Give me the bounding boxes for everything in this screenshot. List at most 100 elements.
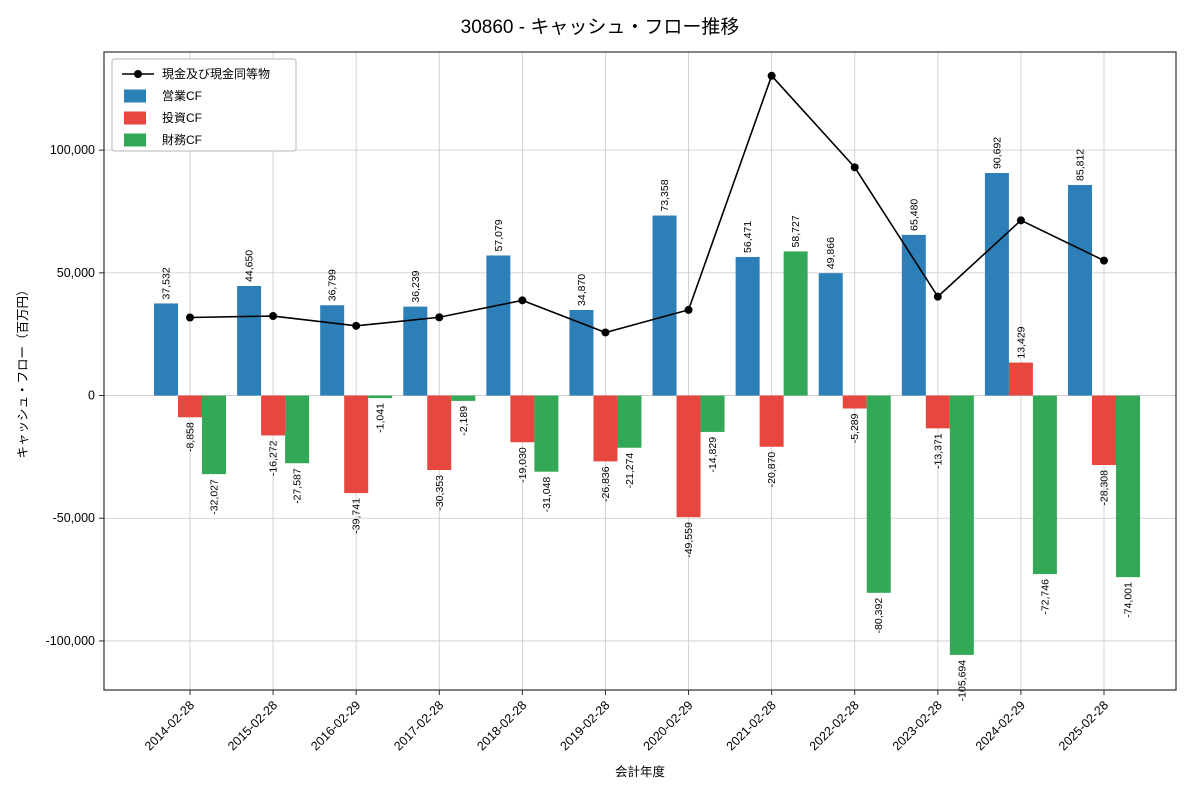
bar-label: -28,308 (1099, 470, 1111, 506)
bar (759, 395, 784, 447)
bar-label: 56,471 (742, 221, 754, 253)
bar (652, 215, 677, 396)
bar (368, 395, 393, 399)
bar-label: 34,870 (576, 274, 588, 306)
bar-label: -20,870 (766, 452, 778, 488)
x-tick-label: 2023-02-28 (890, 698, 945, 753)
bar-label: 36,799 (327, 269, 339, 301)
bar (949, 395, 974, 655)
bar-label: 37,532 (161, 267, 173, 299)
x-tick-label: 2019-02-28 (557, 698, 612, 753)
bar-label: -16,272 (268, 440, 280, 476)
bar (1092, 395, 1116, 466)
bar-label: -72,746 (1039, 579, 1051, 615)
bar (1068, 184, 1092, 396)
legend-box (111, 58, 297, 152)
bar-label: -5,289 (849, 413, 861, 443)
x-tick-label: 2018-02-28 (474, 698, 529, 753)
bar (617, 395, 642, 448)
y-tick-label: 50,000 (57, 266, 95, 280)
legend-swatch (124, 111, 146, 125)
bar-label: 73,358 (659, 179, 671, 211)
bar-label: -39,741 (351, 498, 363, 534)
cash-line-marker (1016, 216, 1025, 225)
plot-border (103, 51, 1177, 691)
bar (344, 395, 369, 494)
bar-label: -27,587 (292, 468, 304, 504)
cash-line (189, 74, 1105, 334)
bar (534, 395, 559, 472)
y-tick-label: -100,000 (46, 634, 95, 648)
bar (403, 306, 428, 396)
y-axis-title: キャッシュ・フロー（百万円） (16, 283, 30, 458)
x-tick-label: 2014-02-28 (142, 698, 197, 753)
x-tick-label: 2016-02-29 (308, 698, 363, 753)
bar (510, 395, 535, 443)
x-tick-label: 2021-02-28 (724, 698, 779, 753)
bar-label: -49,559 (683, 522, 695, 558)
bar (427, 395, 452, 471)
bar-label: -13,371 (932, 433, 944, 469)
legend-swatch (124, 89, 146, 103)
legend-label: 投資CF (162, 110, 202, 125)
bar (984, 172, 1009, 396)
legend-marker-sample (134, 70, 142, 78)
bar-label: 44,650 (244, 250, 256, 282)
y-axis: -100,000 -50,000 0 50,000 100,000 (46, 143, 104, 648)
cash-line-marker (435, 313, 444, 322)
bar (593, 395, 618, 462)
bar-label: -19,030 (517, 447, 529, 483)
bar (237, 285, 262, 396)
bar (783, 251, 808, 396)
bar (1116, 395, 1140, 578)
bar-label: 13,429 (1015, 326, 1027, 358)
bar (842, 395, 867, 409)
bar-series-1 (154, 172, 1092, 396)
bar-series-3 (202, 251, 1140, 655)
bar (202, 395, 226, 475)
bar-label: 85,812 (1075, 149, 1087, 181)
bar (700, 395, 725, 432)
bar-label: -30,353 (434, 475, 446, 511)
bar (320, 305, 345, 396)
bar (676, 395, 701, 518)
y-tick-label: 0 (88, 389, 95, 403)
cash-line-marker (850, 163, 859, 172)
cash-line-marker (684, 305, 693, 314)
bar-value-labels: 37,532 44,650 36,799 36,239 57,079 34,870 73,3… (161, 137, 1135, 702)
bar (569, 309, 594, 396)
bar-label: 58,727 (790, 215, 802, 247)
cash-line-markers (186, 71, 1108, 337)
bar-label: -105,694 (956, 660, 968, 702)
bar (154, 303, 178, 396)
y-tick-label: 100,000 (50, 143, 95, 157)
bar-series-2 (178, 362, 1116, 518)
bar-label: -21,274 (624, 453, 636, 489)
bar-label: -1,041 (375, 403, 387, 433)
bar (901, 234, 926, 396)
cash-line-marker (518, 296, 527, 305)
bar (261, 395, 286, 436)
cash-line-marker (269, 312, 278, 321)
legend-label: 財務CF (162, 132, 202, 147)
bar-label: -80,392 (873, 598, 885, 634)
bar (735, 256, 760, 396)
x-tick-label: 2022-02-28 (807, 698, 862, 753)
bar (486, 255, 511, 396)
cash-line-marker (933, 292, 942, 301)
cash-line-marker (1100, 256, 1108, 265)
bar-label: -26,836 (600, 466, 612, 502)
bar-label: -74,001 (1123, 582, 1135, 618)
cash-line-marker (352, 321, 361, 330)
bar-label: -14,829 (707, 437, 719, 473)
bar-label: 36,239 (410, 270, 422, 302)
bar-label: 57,079 (493, 219, 505, 251)
x-tick-label: 2020-02-29 (641, 698, 696, 753)
x-tick-label: 2025-02-28 (1056, 698, 1111, 753)
bar-label: 65,480 (908, 199, 920, 231)
legend-label: 現金及び現金同等物 (162, 66, 270, 81)
bar (866, 395, 891, 593)
bar (1008, 362, 1033, 396)
